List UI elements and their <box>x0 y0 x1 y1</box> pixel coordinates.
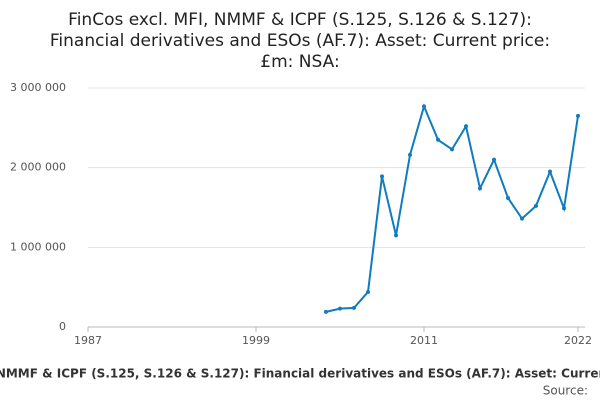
x-tick-label: 2022 <box>564 334 592 347</box>
y-tick-label: 2 000 000 <box>10 161 66 174</box>
x-tick-label: 1999 <box>242 334 270 347</box>
point <box>478 186 482 191</box>
line <box>325 103 579 313</box>
point <box>534 203 538 208</box>
y-tick-label: 0 <box>59 320 66 333</box>
point <box>422 104 426 109</box>
point <box>562 206 566 211</box>
point <box>324 309 328 314</box>
x-tick-label: 1987 <box>74 334 102 347</box>
point <box>506 195 510 200</box>
point <box>436 137 440 142</box>
chart-title: £m: NSA: <box>260 52 339 72</box>
x-axis-label: FinCos excl. MFI, NMMF & ICPF (S.125, S.… <box>0 367 600 381</box>
point <box>450 147 454 152</box>
point <box>366 289 370 294</box>
source: Source: <box>543 384 588 398</box>
point <box>338 306 342 311</box>
y-tick-label: 1 000 000 <box>10 240 66 253</box>
point <box>492 157 496 162</box>
point <box>464 124 468 129</box>
chart-title: FinCos excl. MFI, NMMF & ICPF (S.125, S.… <box>68 10 532 30</box>
point <box>394 233 398 238</box>
point <box>548 169 552 174</box>
point <box>352 305 356 310</box>
point <box>520 216 524 221</box>
chart-title: Financial derivatives and ESOs (AF.7): A… <box>50 31 550 51</box>
x-tick-label: 2011 <box>410 334 438 347</box>
point <box>380 174 384 179</box>
point <box>576 113 580 118</box>
y-tick-label: 3 000 000 <box>10 81 66 94</box>
point <box>408 152 412 157</box>
